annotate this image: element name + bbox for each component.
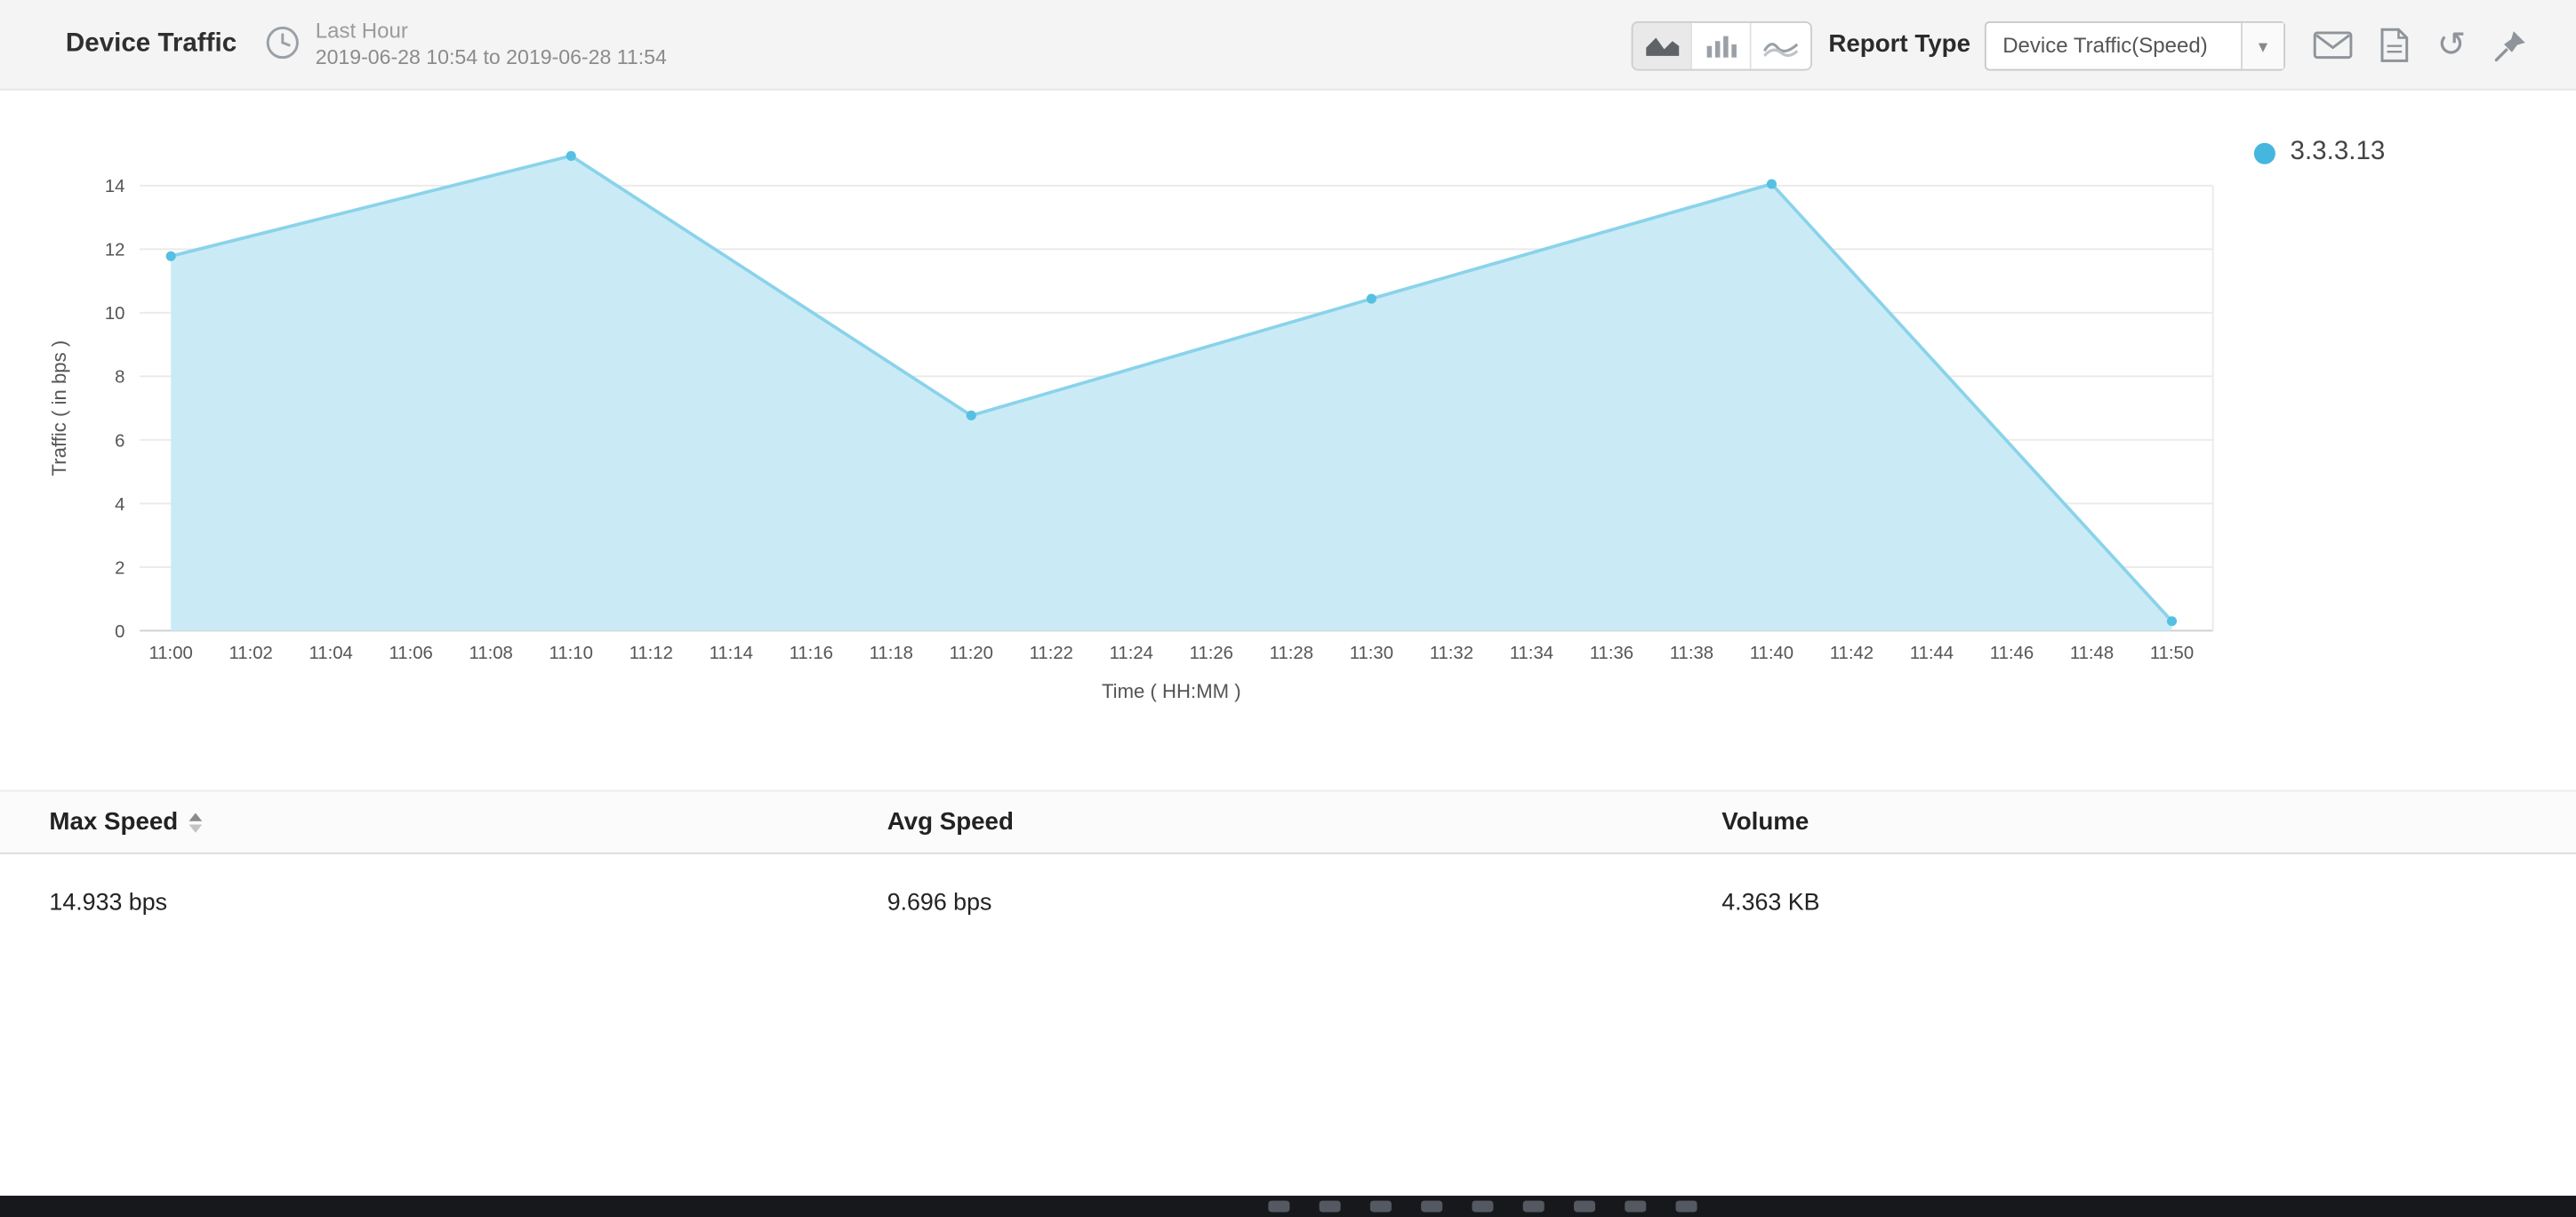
table-header-row: Max Speed Avg Speed Volume <box>0 789 2576 854</box>
pdf-export-icon[interactable] <box>2381 28 2409 62</box>
svg-text:11:14: 11:14 <box>710 644 753 663</box>
svg-text:10: 10 <box>105 304 125 324</box>
clock-icon <box>263 23 302 62</box>
svg-text:11:50: 11:50 <box>2150 644 2194 663</box>
taskbar-sliver <box>0 1196 2576 1217</box>
taskbar-icon[interactable] <box>1625 1200 1647 1213</box>
period-range: 2019-06-28 10:54 to 2019-06-28 11:54 <box>315 45 667 69</box>
column-header-avg-speed[interactable]: Avg Speed <box>887 808 1014 837</box>
svg-text:11:40: 11:40 <box>1750 644 1794 663</box>
svg-text:11:44: 11:44 <box>1910 644 1954 663</box>
svg-text:0: 0 <box>115 622 124 642</box>
chevron-down-icon: ▾ <box>2241 22 2284 69</box>
svg-text:11:46: 11:46 <box>1990 644 2034 663</box>
svg-text:11:02: 11:02 <box>229 644 272 663</box>
svg-text:Time ( HH:MM ): Time ( HH:MM ) <box>1102 680 1241 702</box>
toolbar: Device Traffic Last Hour 2019-06-28 10:5… <box>0 0 2576 91</box>
svg-text:11:34: 11:34 <box>1510 644 1553 663</box>
volume-value: 4.363 KB <box>1721 890 1820 917</box>
svg-text:11:20: 11:20 <box>950 644 993 663</box>
svg-text:11:42: 11:42 <box>1830 644 1874 663</box>
refresh-icon[interactable]: ↺ <box>2436 25 2467 64</box>
line-chart-icon[interactable] <box>1751 22 1811 69</box>
taskbar-icon[interactable] <box>1472 1200 1494 1213</box>
report-type-dropdown[interactable]: Device Traffic(Speed) ▾ <box>1984 21 2285 71</box>
sort-icon <box>189 812 203 832</box>
area-chart-icon[interactable] <box>1633 22 1693 69</box>
taskbar-icon[interactable] <box>1522 1200 1545 1213</box>
taskbar-icon[interactable] <box>1573 1200 1596 1213</box>
taskbar-icons <box>1268 1200 1697 1213</box>
svg-text:11:28: 11:28 <box>1270 644 1313 663</box>
pin-icon[interactable] <box>2494 28 2527 61</box>
svg-text:11:30: 11:30 <box>1350 644 1393 663</box>
report-type-label: Report Type <box>1828 30 1970 59</box>
toolbar-actions: ↺ <box>2314 0 2526 91</box>
max-speed-value: 14.933 bps <box>49 890 168 917</box>
svg-text:11:06: 11:06 <box>389 644 433 663</box>
legend-swatch <box>2253 141 2275 164</box>
taskbar-icon[interactable] <box>1268 1200 1290 1213</box>
svg-text:11:26: 11:26 <box>1190 644 1233 663</box>
summary-table: Max Speed Avg Speed Volume 14.933 bps 9.… <box>0 789 2576 917</box>
svg-text:11:08: 11:08 <box>469 644 513 663</box>
svg-text:11:48: 11:48 <box>2070 644 2114 663</box>
svg-text:11:00: 11:00 <box>148 644 192 663</box>
svg-text:11:22: 11:22 <box>1030 644 1073 663</box>
svg-text:11:36: 11:36 <box>1590 644 1633 663</box>
period-label: Last Hour <box>315 18 408 44</box>
taskbar-icon[interactable] <box>1675 1200 1697 1213</box>
column-header-volume[interactable]: Volume <box>1721 808 1810 837</box>
report-period: Last Hour 2019-06-28 10:54 to 2019-06-28… <box>263 18 667 69</box>
svg-text:4: 4 <box>115 495 124 515</box>
svg-text:8: 8 <box>115 368 124 388</box>
chart-canvas: 0 2 4 6 8 10 12 14 11:00 11:02 11:04 11:06 11:08 11:1… <box>48 150 2214 702</box>
svg-text:14: 14 <box>105 177 125 196</box>
svg-text:Traffic ( in bps ): Traffic ( in bps ) <box>48 340 70 476</box>
report-type-value: Device Traffic(Speed) <box>2002 32 2208 58</box>
email-icon[interactable] <box>2314 31 2354 60</box>
svg-text:12: 12 <box>105 241 125 260</box>
legend-label: 3.3.3.13 <box>2290 138 2386 166</box>
traffic-area-chart: 0 2 4 6 8 10 12 14 11:00 11:02 11:04 11:06 11:08 11:1… <box>0 91 2576 740</box>
svg-text:6: 6 <box>115 431 124 451</box>
svg-text:11:04: 11:04 <box>309 644 353 663</box>
taskbar-icon[interactable] <box>1319 1200 1341 1213</box>
page-title: Device Traffic <box>65 29 237 58</box>
svg-text:11:10: 11:10 <box>550 644 593 663</box>
svg-text:2: 2 <box>115 558 124 578</box>
table-row: 14.933 bps 9.696 bps 4.363 KB <box>0 854 2576 917</box>
bar-chart-icon[interactable] <box>1692 22 1752 69</box>
avg-speed-value: 9.696 bps <box>887 890 992 917</box>
taskbar-icon[interactable] <box>1369 1200 1392 1213</box>
legend-item-device[interactable]: 3.3.3.13 <box>2253 138 2386 167</box>
svg-text:11:38: 11:38 <box>1670 644 1713 663</box>
taskbar-icon[interactable] <box>1421 1200 1443 1213</box>
svg-text:11:16: 11:16 <box>790 644 833 663</box>
svg-text:11:32: 11:32 <box>1430 644 1473 663</box>
chart-type-switcher <box>1631 21 1812 71</box>
column-header-max-speed[interactable]: Max Speed <box>49 808 887 836</box>
svg-text:11:18: 11:18 <box>870 644 913 663</box>
svg-text:11:24: 11:24 <box>1110 644 1153 663</box>
svg-text:11:12: 11:12 <box>630 644 673 663</box>
